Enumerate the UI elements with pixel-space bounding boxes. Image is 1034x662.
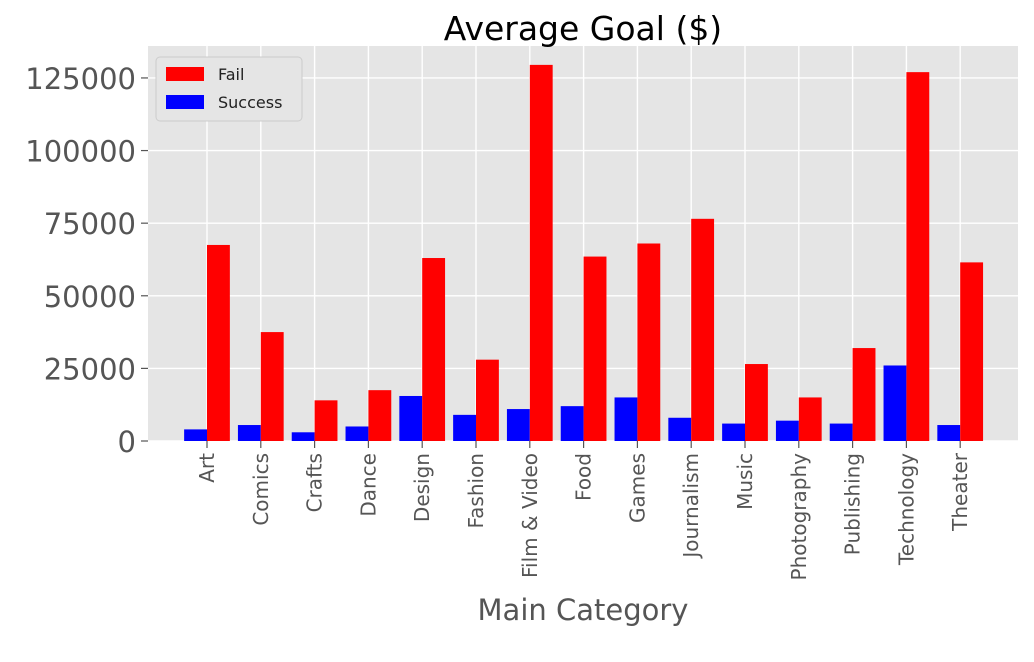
x-tick-label: Theater xyxy=(948,452,972,532)
bar-success xyxy=(345,426,369,441)
x-tick-label: Film & Video xyxy=(518,453,542,578)
x-tick-label: Publishing xyxy=(841,453,865,555)
x-tick-label: Music xyxy=(733,453,757,510)
x-tick-label: Games xyxy=(625,453,649,523)
legend-swatch-fail xyxy=(166,67,204,81)
y-tick-label: 50000 xyxy=(44,280,136,314)
x-tick-label: Photography xyxy=(787,453,811,581)
bar-success xyxy=(614,397,638,441)
bar-fail xyxy=(798,397,822,441)
bar-success xyxy=(291,432,315,441)
bar-success xyxy=(560,406,584,441)
bar-fail xyxy=(368,390,392,441)
bar-fail xyxy=(906,72,930,441)
y-tick-label: 75000 xyxy=(44,207,136,241)
x-tick-label: Comics xyxy=(249,453,273,526)
bar-success xyxy=(883,365,907,441)
y-tick-label: 0 xyxy=(118,425,136,459)
bar-success xyxy=(453,414,476,441)
bar-fail xyxy=(691,218,715,441)
bar-fail xyxy=(529,64,553,442)
bar-fail xyxy=(422,258,446,441)
x-tick-label: Crafts xyxy=(303,453,327,512)
bar-fail xyxy=(314,400,338,441)
bar-success xyxy=(399,395,423,441)
bar-success xyxy=(184,429,207,441)
bar-fail xyxy=(260,332,284,441)
x-tick-label: Fashion xyxy=(464,453,488,529)
legend-swatch-success xyxy=(166,95,204,109)
x-tick-label: Art xyxy=(195,453,219,483)
bar-success xyxy=(237,425,261,441)
legend-label-fail: Fail xyxy=(218,65,244,84)
bar-fail xyxy=(207,244,230,441)
bar-fail xyxy=(852,348,876,441)
y-axis-ticks: 0 25000 50000 75000 100000 125000 xyxy=(25,62,148,459)
x-tick-label: Technology xyxy=(894,453,918,566)
bar-success xyxy=(668,417,692,441)
bar-success xyxy=(775,420,799,441)
bar-fail xyxy=(476,359,499,441)
x-tick-label: Dance xyxy=(356,453,380,517)
bars xyxy=(184,64,984,442)
bar-fail xyxy=(960,262,984,441)
bar-fail xyxy=(637,243,661,441)
legend-label-success: Success xyxy=(218,93,282,112)
y-tick-label: 25000 xyxy=(44,352,136,386)
bar-success xyxy=(829,423,853,441)
x-axis-label: Main Category xyxy=(478,593,689,627)
legend: Fail Success xyxy=(155,56,303,122)
x-tick-label: Design xyxy=(410,453,434,522)
bar-success xyxy=(937,425,961,441)
x-tick-label: Journalism xyxy=(679,453,703,560)
bar-success xyxy=(722,423,745,441)
x-tick-label: Food xyxy=(572,453,596,501)
bar-fail xyxy=(583,256,607,441)
y-tick-label: 125000 xyxy=(25,62,136,96)
y-tick-label: 100000 xyxy=(25,135,136,169)
bar-fail xyxy=(745,364,768,441)
x-axis-ticks: Art Comics Crafts Dance Design Fashion Film & … xyxy=(195,441,972,580)
chart-title: Average Goal ($) xyxy=(444,9,722,48)
bar-success xyxy=(506,409,530,441)
